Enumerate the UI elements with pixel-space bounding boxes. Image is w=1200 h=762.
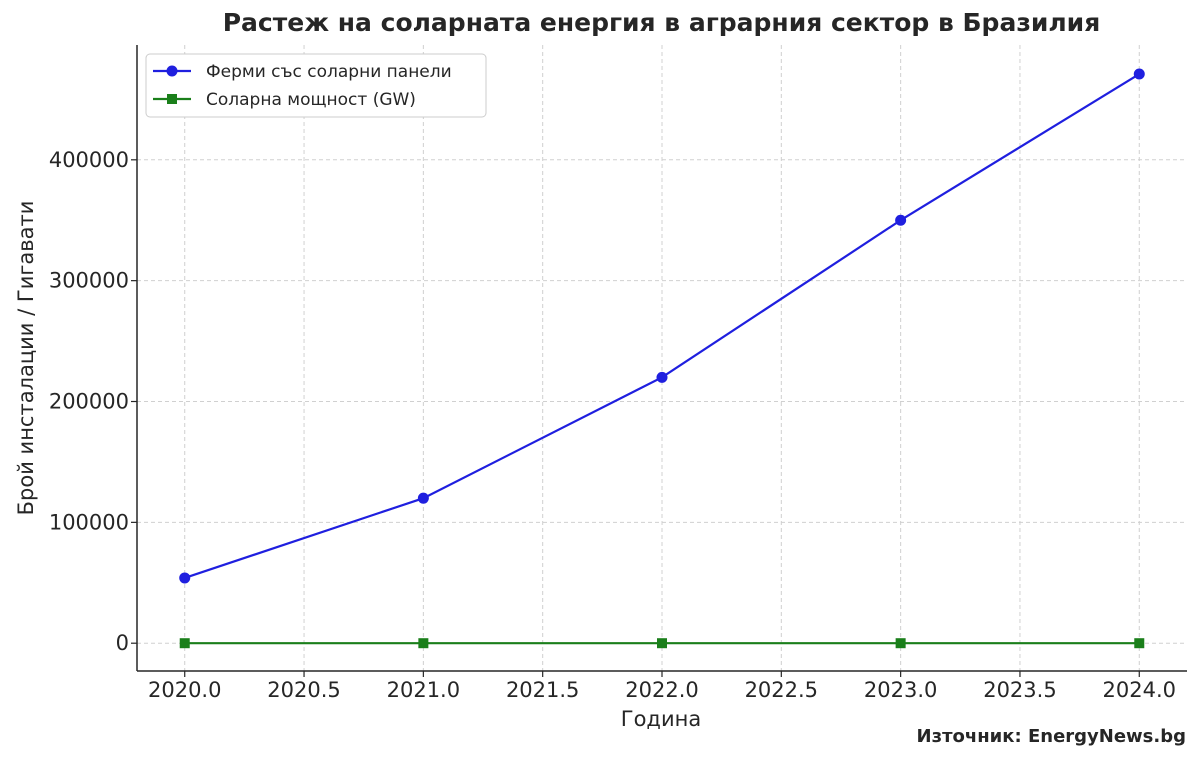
y-tick-label: 100000 — [49, 510, 129, 534]
y-tick-label: 300000 — [49, 269, 129, 293]
x-tick-label: 2023.5 — [983, 678, 1056, 702]
x-tick-labels: 2020.0 2020.5 2021.0 2021.5 2022.0 2022.5 2023… — [148, 678, 1176, 702]
chart-title: Растеж на соларната енергия в аграрния с… — [222, 8, 1101, 37]
data-point — [656, 371, 668, 383]
legend-marker — [167, 94, 177, 104]
x-tick-label: 2021.5 — [506, 678, 579, 702]
legend-label: Соларна мощност (GW) — [206, 90, 416, 110]
data-point — [179, 572, 191, 584]
y-tick-label: 200000 — [49, 390, 129, 414]
x-tick-label: 2020.0 — [148, 678, 221, 702]
data-point — [1133, 68, 1145, 80]
legend-label: Ферми със соларни панели — [206, 62, 452, 82]
y-tick-label: 400000 — [49, 148, 129, 172]
data-point — [1134, 638, 1145, 649]
data-point — [418, 638, 429, 649]
x-axis-label: Година — [621, 707, 701, 731]
data-point — [895, 638, 906, 649]
legend: Ферми със соларни панели Соларна мощност … — [145, 53, 487, 118]
x-tick-label: 2022.0 — [625, 678, 698, 702]
data-point — [895, 214, 907, 226]
x-tick-label: 2021.0 — [387, 678, 460, 702]
series-1 — [179, 68, 1145, 584]
x-tick-label: 2020.5 — [267, 678, 340, 702]
x-tick-label: 2023.0 — [864, 678, 937, 702]
series-2 — [179, 638, 1145, 649]
y-axis-label: Брой инсталации / Гигавати — [14, 201, 38, 516]
x-tick-label: 2022.5 — [745, 678, 818, 702]
series-layer — [179, 68, 1145, 649]
data-point — [179, 638, 190, 649]
source-note: Източник: EnergyNews.bg — [916, 726, 1186, 747]
x-tick-label: 2024.0 — [1103, 678, 1176, 702]
legend-box — [145, 53, 487, 118]
data-point — [417, 492, 429, 504]
legend-marker — [166, 65, 178, 77]
y-tick-label: 0 — [116, 631, 129, 655]
grid-lines — [137, 45, 1187, 671]
y-tick-labels: 0 100000 200000 300000 400000 — [49, 148, 129, 655]
data-point — [657, 638, 667, 649]
axes — [131, 45, 1187, 677]
